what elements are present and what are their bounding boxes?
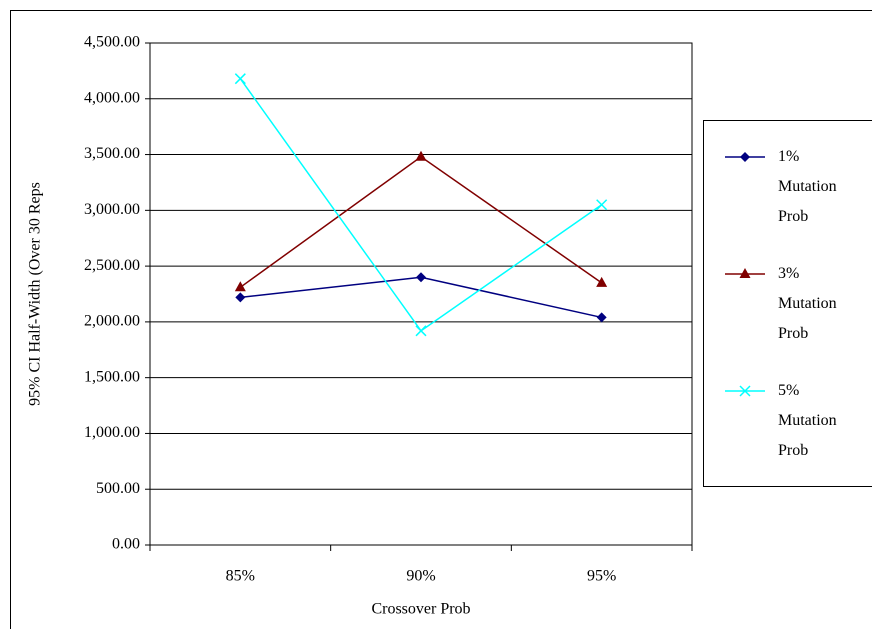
legend-box	[703, 120, 872, 487]
marker	[415, 325, 427, 337]
marker	[596, 276, 608, 287]
legend-marker	[739, 268, 751, 278]
legend-label: 5% Mutation Prob	[778, 382, 837, 459]
plot-border	[149, 42, 693, 546]
legend-marker	[740, 152, 750, 162]
marker	[415, 150, 427, 161]
y-tick-label: 1,500.00	[84, 368, 140, 385]
legend-label: 1% Mutation Prob	[778, 148, 837, 225]
y-tick-label: 3,500.00	[84, 145, 140, 162]
y-tick-label: 0.00	[112, 536, 140, 553]
y-tick-label: 3,000.00	[84, 201, 140, 218]
marker	[234, 281, 246, 292]
marker	[416, 272, 426, 283]
x-tick-label: 90%	[406, 568, 435, 585]
legend-marker	[739, 385, 751, 397]
y-axis-label: 95% CI Half-Width (Over 30 Reps	[27, 182, 44, 406]
y-tick-label: 4,000.00	[84, 89, 140, 106]
x-tick-label: 95%	[587, 568, 616, 585]
x-axis-label: Crossover Prob	[371, 601, 470, 618]
marker	[596, 312, 607, 323]
legend-label: 3% Mutation Prob	[778, 265, 837, 342]
marker	[234, 73, 246, 85]
x-tick-label: 85%	[226, 568, 255, 585]
y-tick-label: 4,500.00	[84, 34, 140, 51]
marker	[235, 292, 246, 303]
y-tick-label: 1,000.00	[84, 424, 140, 441]
y-tick-label: 2,500.00	[84, 257, 140, 274]
marker	[596, 199, 608, 211]
y-tick-label: 2,000.00	[84, 313, 140, 330]
y-tick-label: 500.00	[96, 480, 140, 497]
